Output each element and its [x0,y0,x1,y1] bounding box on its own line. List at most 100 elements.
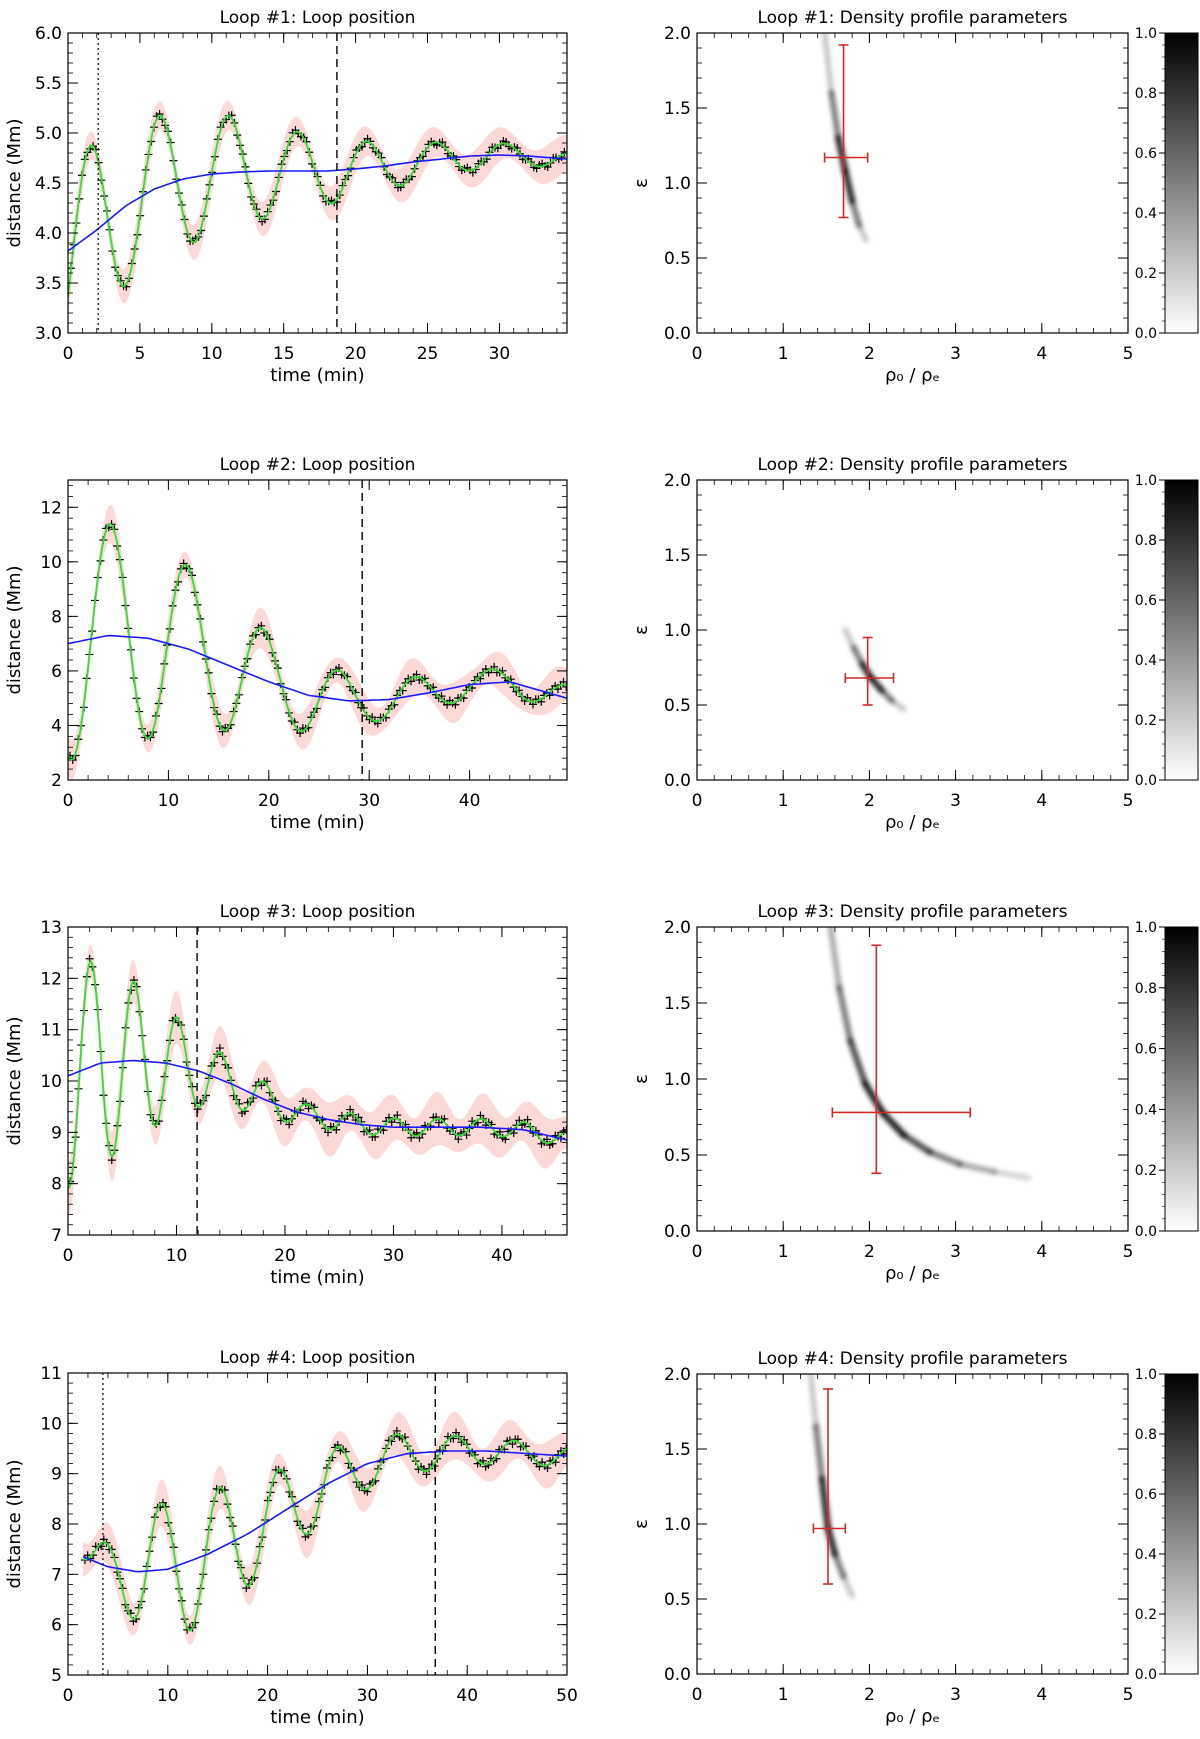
y-tick-label: 1.5 [664,994,691,1014]
data-point [393,1111,402,1120]
ridge-segment [842,627,857,651]
y-tick-label: 6 [51,1616,62,1636]
y-tick-label: 7 [51,1565,62,1585]
probability-ridge [827,927,1032,1181]
ridge-segment [991,1169,1032,1181]
ridge-segment [841,167,856,205]
y-tick-label: 10 [40,1072,62,1092]
loop-position-panel: 0 5 10 15 20 25 30 3.0 3.5 4.0 4.5 5.0 5.5 6.0 Loop #1… [4,8,568,386]
colorbar-tick-label: 0.8 [1135,86,1157,102]
density-profile-panel: 0 1 2 3 4 5 0.0 0.5 1.0 1.5 2.0 Loop #1: Density pr… [631,8,1133,386]
x-tick-label: 5 [1123,344,1134,364]
uncertainty-band [68,504,567,780]
ridge-segment [840,1573,855,1599]
y-tick-label: 7 [51,1226,62,1246]
ridge-segment [856,222,869,243]
density-profile-panel: 0 1 2 3 4 5 0.0 0.5 1.0 1.5 2.0 Loop #4: Density pr… [631,1349,1133,1727]
colorbar-tick-label: 0.6 [1135,146,1157,162]
chart-title: Loop #4: Loop position [220,1348,416,1368]
plot-area [80,1411,567,1645]
y-tick-label: 11 [40,1364,62,1384]
x-tick-label: 1 [778,1685,789,1705]
x-tick-label: 40 [456,1686,478,1706]
plot-frame [696,926,1129,1232]
y-axis-label: distance (Mm) [4,1459,25,1588]
x-tick-label: 5 [1123,1685,1134,1705]
plot-frame [67,1372,568,1676]
probability-ridge [808,1374,855,1599]
x-tick-label: 0 [692,1242,703,1262]
y-tick-label: 0.0 [664,771,691,791]
x-axis-label: ρ₀ / ρₑ [885,1263,940,1284]
ticks: 0 1 2 3 4 5 0.0 0.5 1.0 1.5 2.0 [664,24,1133,364]
uncertainty-band [68,944,567,1215]
y-tick-label: 4.5 [35,174,62,194]
trend-line [68,634,567,702]
y-tick-label: 3.0 [35,324,62,344]
colorbar-tick-label: 0.0 [1135,1224,1157,1240]
uncertainty-band [68,100,567,317]
chart-title: Loop #2: Loop position [220,455,416,475]
colorbar: 0.0 0.2 0.4 0.6 0.8 1.0 [1135,1367,1199,1683]
x-tick-label: 0 [63,1246,74,1266]
x-tick-label: 1 [778,344,789,364]
y-tick-label: 4 [51,716,62,736]
ticks: 0 10 20 30 40 50 5 6 7 8 9 10 11 [40,1364,577,1706]
x-tick-label: 0 [63,791,74,811]
colorbar: 0.0 0.2 0.4 0.6 0.8 1.0 [1135,26,1199,342]
y-tick-label: 2.0 [664,1365,691,1385]
colorbar-tick-label: 0.6 [1135,1487,1157,1503]
x-tick-label: 40 [459,791,481,811]
x-tick-label: 2 [864,344,875,364]
y-tick-label: 2 [51,771,62,791]
x-tick-label: 40 [491,1246,513,1266]
y-tick-label: 5.0 [35,124,62,144]
colorbar-tick-label: 0.6 [1135,1042,1157,1058]
y-tick-label: 1.5 [664,99,691,119]
x-tick-label: 0 [63,344,74,364]
ticks: 0 1 2 3 4 5 0.0 0.5 1.0 1.5 2.0 [664,471,1133,811]
chart-title: Loop #2: Density profile parameters [757,455,1067,475]
x-tick-label: 10 [157,1686,179,1706]
loop-position-panel: 0 10 20 30 40 7 8 9 10 11 12 13 Loop #3: Loop positi… [4,902,568,1288]
y-axis-label: ε [631,1519,652,1529]
y-axis-label: distance (Mm) [4,118,25,247]
ridge-segment [849,198,863,228]
x-tick-label: 0 [692,791,703,811]
y-axis-label: ε [631,625,652,635]
data-point [346,1105,355,1114]
x-tick-label: 20 [345,344,367,364]
ridge-segment [878,1109,908,1139]
x-tick-label: 3 [950,344,961,364]
colorbar-gradient [1164,1373,1199,1675]
x-tick-label: 3 [950,1685,961,1705]
y-tick-label: 5 [51,1666,62,1686]
y-tick-label: 12 [40,969,62,989]
y-tick-label: 8 [51,1515,62,1535]
x-axis-label: time (min) [270,365,364,386]
ridge-segment [812,1423,825,1482]
y-tick-label: 1.0 [664,621,691,641]
data-point [454,1135,463,1144]
x-tick-label: 3 [950,1242,961,1262]
fit-line [82,1433,567,1632]
y-tick-label: 1.0 [664,1515,691,1535]
colorbar-tick-label: 0.8 [1135,533,1157,549]
colorbar-tick-label: 0.0 [1135,773,1157,789]
x-axis-label: time (min) [270,1267,364,1288]
heatmap-area [808,1374,855,1599]
colorbar: 0.0 0.2 0.4 0.6 0.8 1.0 [1135,473,1199,789]
plot-frame [67,479,568,781]
x-tick-label: 30 [357,1686,379,1706]
estimate-errorbar [844,636,895,706]
probability-ridge [821,33,869,243]
ticks: 0 1 2 3 4 5 0.0 0.5 1.0 1.5 2.0 [664,1365,1133,1705]
y-tick-label: 0.0 [664,1665,691,1685]
y-tick-label: 0.5 [664,1590,691,1610]
colorbar-tick-label: 0.8 [1135,1427,1157,1443]
colorbar-tick-label: 0.4 [1135,206,1157,222]
y-tick-label: 8 [51,1175,62,1195]
ticks: 0 5 10 15 20 25 30 3.0 3.5 4.0 4.5 5.0 5.5 6.0 [35,24,567,364]
y-tick-label: 12 [40,498,62,518]
